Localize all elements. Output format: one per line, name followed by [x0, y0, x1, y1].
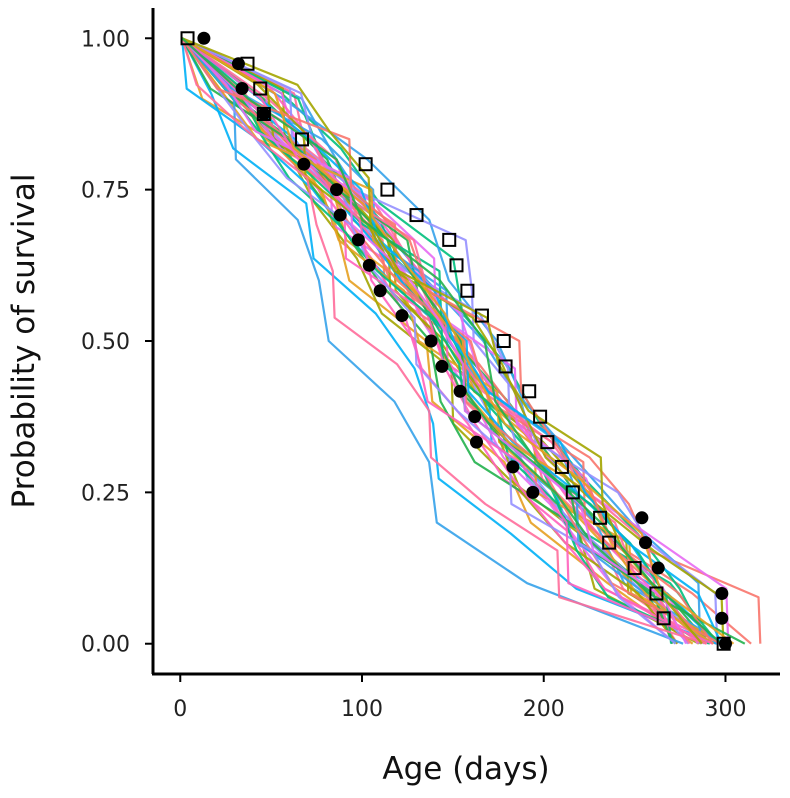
filled-circle-point	[651, 561, 665, 575]
filled-circle-point	[453, 384, 467, 398]
filled-circle-point	[635, 511, 649, 525]
simulation-line	[181, 37, 707, 645]
open-square-point	[253, 81, 268, 96]
open-square-point	[496, 334, 511, 348]
filled-circle-point	[715, 586, 729, 600]
open-square-point	[593, 510, 608, 525]
filled-circle-point	[715, 611, 729, 625]
filled-circle-point	[297, 157, 311, 171]
filled-circle-point	[468, 410, 482, 424]
open-square-point	[627, 561, 642, 576]
simulation-line	[181, 37, 703, 645]
filled-circle-point	[526, 485, 540, 499]
simulation-line	[181, 37, 714, 645]
open-square-point	[656, 611, 671, 626]
open-square-point	[180, 31, 195, 46]
open-square-point	[240, 56, 255, 71]
open-square-point	[474, 308, 489, 323]
filled-circle-point	[373, 284, 387, 298]
y-axis-title: Probability of survival	[6, 174, 42, 509]
observed-markers	[180, 31, 732, 651]
y-tick-label: 1.00	[81, 27, 130, 52]
filled-circle-point	[469, 435, 483, 449]
open-square-point	[522, 384, 537, 399]
x-tick-label: 100	[341, 697, 383, 722]
simulation-lines	[181, 37, 762, 645]
x-tick-label: 300	[704, 697, 746, 722]
filled-circle-point	[231, 57, 245, 71]
open-square-point	[554, 459, 569, 474]
filled-circle-point	[424, 334, 438, 348]
ticks: 0 100 200 300 0.00 0.25 0.50 0.75 1.00	[81, 27, 746, 722]
open-square-point	[295, 132, 310, 147]
open-square-point	[565, 485, 580, 500]
filled-circle-point	[639, 536, 653, 550]
open-square-point	[449, 258, 464, 273]
simulation-line	[181, 37, 718, 645]
filled-circle-point	[257, 107, 271, 121]
x-tick-label: 0	[173, 697, 187, 722]
open-square-point	[649, 586, 664, 601]
simulation-line	[181, 37, 688, 645]
filled-circle-point	[197, 31, 211, 45]
filled-circle-point	[351, 233, 365, 247]
simulation-line	[181, 37, 714, 645]
open-square-point	[716, 636, 731, 651]
filled-circle-point	[362, 258, 376, 272]
open-square-point	[442, 232, 457, 247]
filled-circle-point	[330, 183, 344, 197]
filled-circle-point	[333, 208, 347, 222]
filled-circle-point	[395, 309, 409, 323]
y-tick-label: 0.50	[81, 330, 130, 355]
open-square-point	[498, 359, 513, 374]
y-tick-label: 0.00	[81, 633, 130, 658]
open-square-point	[602, 535, 617, 550]
simulation-line	[181, 37, 723, 645]
y-tick-label: 0.25	[81, 481, 130, 506]
filled-circle-point	[235, 82, 249, 96]
open-square-point	[460, 283, 475, 298]
open-square-point	[409, 208, 424, 223]
open-square-point	[256, 106, 271, 121]
open-square-point	[358, 157, 373, 172]
open-square-point	[540, 435, 555, 450]
filled-circle-point	[435, 359, 449, 373]
open-square-point	[533, 409, 548, 424]
simulation-line	[181, 37, 684, 645]
open-square-point	[380, 182, 395, 197]
filled-circle-point	[506, 460, 520, 474]
x-axis-title: Age (days)	[382, 751, 549, 787]
x-tick-label: 200	[523, 697, 565, 722]
y-tick-label: 0.75	[81, 179, 130, 204]
